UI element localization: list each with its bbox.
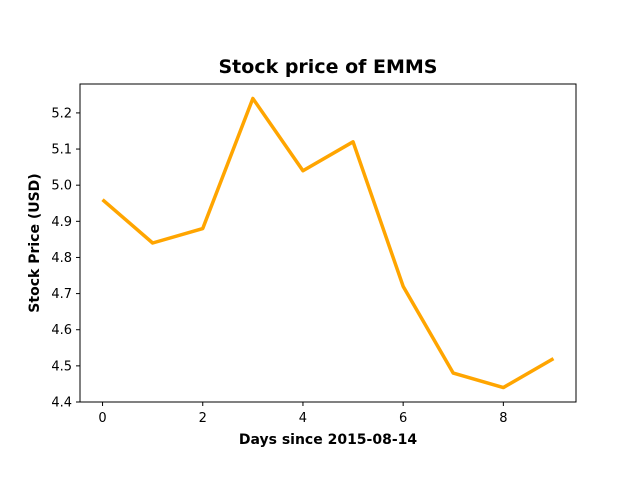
- y-tick-label: 4.7: [51, 287, 72, 302]
- x-tick-label: 0: [98, 411, 106, 426]
- y-tick-label: 4.4: [51, 396, 72, 411]
- x-tick-label: 6: [399, 411, 407, 426]
- y-tick-label: 5.1: [51, 143, 72, 158]
- x-tick-label: 2: [199, 411, 207, 426]
- y-axis-label: Stock Price (USD): [27, 173, 43, 312]
- plot-area: [79, 83, 577, 403]
- series-group: [101, 96, 555, 390]
- y-axis: 4.4 4.5 4.6 4.7 4.8 4.9 5.0 5.1 5.2: [51, 106, 80, 411]
- y-tick-label: 4.5: [51, 359, 72, 374]
- x-axis-label: Days since 2015-08-14: [239, 432, 418, 448]
- x-tick-label: 4: [299, 411, 307, 426]
- y-tick-label: 4.8: [51, 251, 72, 266]
- x-tick-label: 8: [499, 411, 507, 426]
- x-axis: 0 2 4 6 8: [98, 402, 507, 426]
- y-tick-label: 4.9: [51, 215, 72, 230]
- y-tick-label: 5.2: [51, 106, 72, 121]
- y-tick-label: 4.6: [51, 323, 72, 338]
- chart-title: Stock price of EMMS: [219, 56, 438, 78]
- y-tick-label: 5.0: [51, 179, 72, 194]
- series-line: [101, 96, 555, 390]
